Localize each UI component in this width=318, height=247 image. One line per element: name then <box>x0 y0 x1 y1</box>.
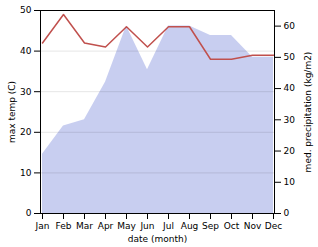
svg-text:Jul: Jul <box>162 221 174 231</box>
svg-text:30: 30 <box>20 87 32 97</box>
svg-text:10: 10 <box>20 168 32 178</box>
svg-text:50: 50 <box>20 5 32 15</box>
svg-text:0: 0 <box>26 208 32 218</box>
svg-text:50: 50 <box>284 52 296 62</box>
svg-text:10: 10 <box>284 177 296 187</box>
svg-text:40: 40 <box>284 83 296 93</box>
svg-text:Sep: Sep <box>202 221 219 231</box>
svg-text:med. precipitation (kg/m2): med. precipitation (kg/m2) <box>303 52 313 173</box>
svg-text:Oct: Oct <box>224 221 240 231</box>
svg-text:max temp (C): max temp (C) <box>7 81 17 143</box>
svg-text:Jun: Jun <box>139 221 154 231</box>
svg-text:Aug: Aug <box>181 221 199 231</box>
svg-text:60: 60 <box>284 21 296 31</box>
svg-text:May: May <box>117 221 136 231</box>
svg-text:Dec: Dec <box>265 221 282 231</box>
svg-text:Feb: Feb <box>56 221 72 231</box>
svg-text:20: 20 <box>20 127 32 137</box>
svg-text:40: 40 <box>20 46 32 56</box>
svg-text:0: 0 <box>284 208 290 218</box>
svg-text:Jan: Jan <box>35 221 50 231</box>
svg-text:30: 30 <box>284 115 296 125</box>
svg-text:Nov: Nov <box>244 221 262 231</box>
svg-text:date (month): date (month) <box>128 234 187 244</box>
svg-text:Mar: Mar <box>76 221 93 231</box>
svg-text:20: 20 <box>284 146 296 156</box>
svg-text:Apr: Apr <box>98 221 114 231</box>
